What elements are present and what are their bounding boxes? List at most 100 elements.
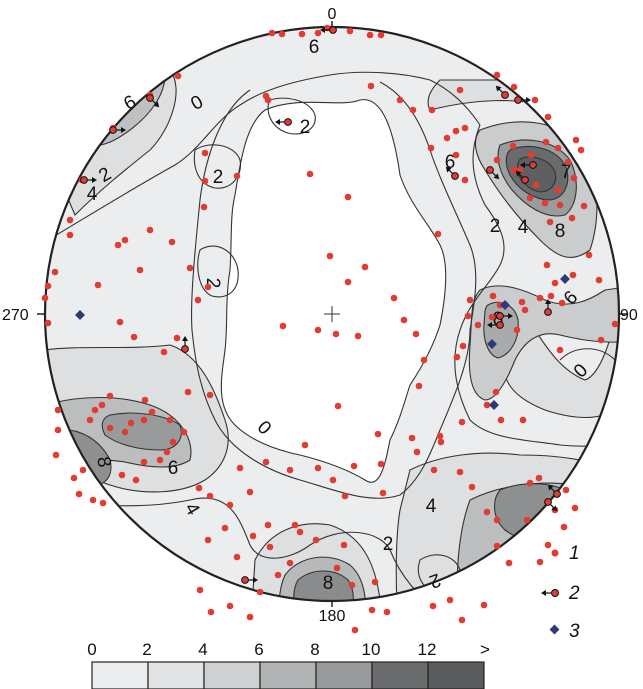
point-type-1 xyxy=(296,528,304,536)
point-type-1 xyxy=(551,279,559,287)
point-type-1 xyxy=(383,608,391,616)
point-type-1 xyxy=(542,138,550,146)
point-type-1 xyxy=(558,299,566,307)
point-type-1 xyxy=(595,276,603,284)
point-layer-type-3 xyxy=(75,274,570,410)
point-type-1 xyxy=(86,416,94,424)
azimuth-label-east: 90 xyxy=(620,307,638,324)
point-type-1 xyxy=(493,516,501,524)
point-type-1 xyxy=(268,29,276,37)
point-type-1 xyxy=(184,388,192,396)
point-type-2 xyxy=(109,126,126,134)
contour-label: 6 xyxy=(445,152,456,173)
point-type-1 xyxy=(127,419,135,427)
point-type-1 xyxy=(169,438,177,446)
point-type-1 xyxy=(348,581,356,589)
point-type-1 xyxy=(513,326,521,334)
point-type-1 xyxy=(408,434,416,442)
point-type-1 xyxy=(368,606,376,614)
point-type-1 xyxy=(510,166,518,174)
point-type-1 xyxy=(519,416,527,424)
contour-label: 2 xyxy=(490,216,501,237)
point-type-1 xyxy=(66,216,74,224)
point-type-1 xyxy=(350,462,358,470)
point-type-1 xyxy=(496,301,504,309)
point-type-1 xyxy=(568,214,576,222)
point-type-1 xyxy=(333,564,341,572)
point-type-1 xyxy=(521,306,529,314)
contour-label: 8 xyxy=(555,221,566,242)
point-type-1 xyxy=(446,596,454,604)
point-type-1 xyxy=(121,428,129,436)
point-type-1 xyxy=(140,416,148,424)
point-type-2 xyxy=(146,94,160,108)
scale-tick-label: > xyxy=(480,640,490,659)
contour-region-ne-core xyxy=(517,156,557,193)
point-type-1 xyxy=(196,586,204,594)
point-type-1 xyxy=(256,588,264,596)
point-type-1 xyxy=(341,492,349,500)
scale-swatch xyxy=(427,661,485,689)
point-type-1 xyxy=(379,489,387,497)
scale-tick-label: 0 xyxy=(87,640,96,659)
point-type-1 xyxy=(480,601,488,609)
point-type-1 xyxy=(531,96,539,104)
contour-label: 4 xyxy=(87,184,98,205)
point-type-2 xyxy=(544,299,552,316)
point-type-2 xyxy=(181,336,189,353)
point-type-1 xyxy=(204,536,212,544)
point-type-1 xyxy=(298,30,306,38)
point-type-1 xyxy=(452,127,460,135)
point-type-1 xyxy=(306,170,314,178)
point-type-1 xyxy=(75,490,83,498)
scale-tick-label: 12 xyxy=(418,640,437,659)
point-type-3 xyxy=(500,300,510,310)
point-type-1 xyxy=(400,316,408,324)
contour-label: 2 xyxy=(202,278,223,289)
contour-fills xyxy=(45,69,619,601)
point-type-1 xyxy=(518,298,526,306)
contour-label: 6 xyxy=(309,37,320,58)
point-type-1 xyxy=(456,86,464,94)
point-type-1 xyxy=(166,416,174,424)
legend-label-3: 3 xyxy=(569,621,580,642)
point-type-1 xyxy=(279,322,287,330)
point-type-1 xyxy=(483,401,491,409)
azimuth-ticks xyxy=(37,21,627,607)
point-type-2 xyxy=(544,498,558,512)
scale-swatch xyxy=(315,661,373,689)
point-type-2 xyxy=(275,118,292,126)
point-type-1 xyxy=(523,516,531,524)
point-layer-type-2 xyxy=(80,26,561,584)
point-type-2 xyxy=(80,176,97,184)
contour-line-nw-2 xyxy=(47,74,331,241)
point-type-1 xyxy=(106,392,114,400)
point-type-1 xyxy=(367,82,375,90)
point-type-2 xyxy=(495,85,509,99)
point-type-1 xyxy=(44,282,52,290)
azimuth-label-west: 270 xyxy=(2,307,29,324)
point-type-1 xyxy=(344,193,352,201)
point-type-1 xyxy=(428,106,436,114)
point-type-1 xyxy=(130,333,138,341)
point-type-1 xyxy=(140,458,148,466)
point-type-1 xyxy=(611,320,619,328)
point-type-1 xyxy=(527,151,535,159)
point-type-1 xyxy=(314,29,322,37)
point-type-1 xyxy=(377,31,385,39)
scale-swatch xyxy=(91,661,149,689)
point-type-1 xyxy=(99,499,107,507)
point-type-1 xyxy=(70,474,78,482)
point-type-1 xyxy=(160,348,168,356)
point-type-1 xyxy=(420,356,428,364)
point-type-1 xyxy=(329,476,337,484)
point-type-1 xyxy=(547,292,555,300)
point-type-1 xyxy=(201,149,209,157)
point-type-2 xyxy=(520,161,537,169)
point-type-1 xyxy=(344,278,352,286)
legend-arrow-dot-icon xyxy=(541,589,559,597)
point-type-1 xyxy=(409,106,417,114)
point-type-1 xyxy=(497,416,505,424)
scale-tick-label: 10 xyxy=(362,640,381,659)
scale-tick-label: 8 xyxy=(310,640,319,659)
